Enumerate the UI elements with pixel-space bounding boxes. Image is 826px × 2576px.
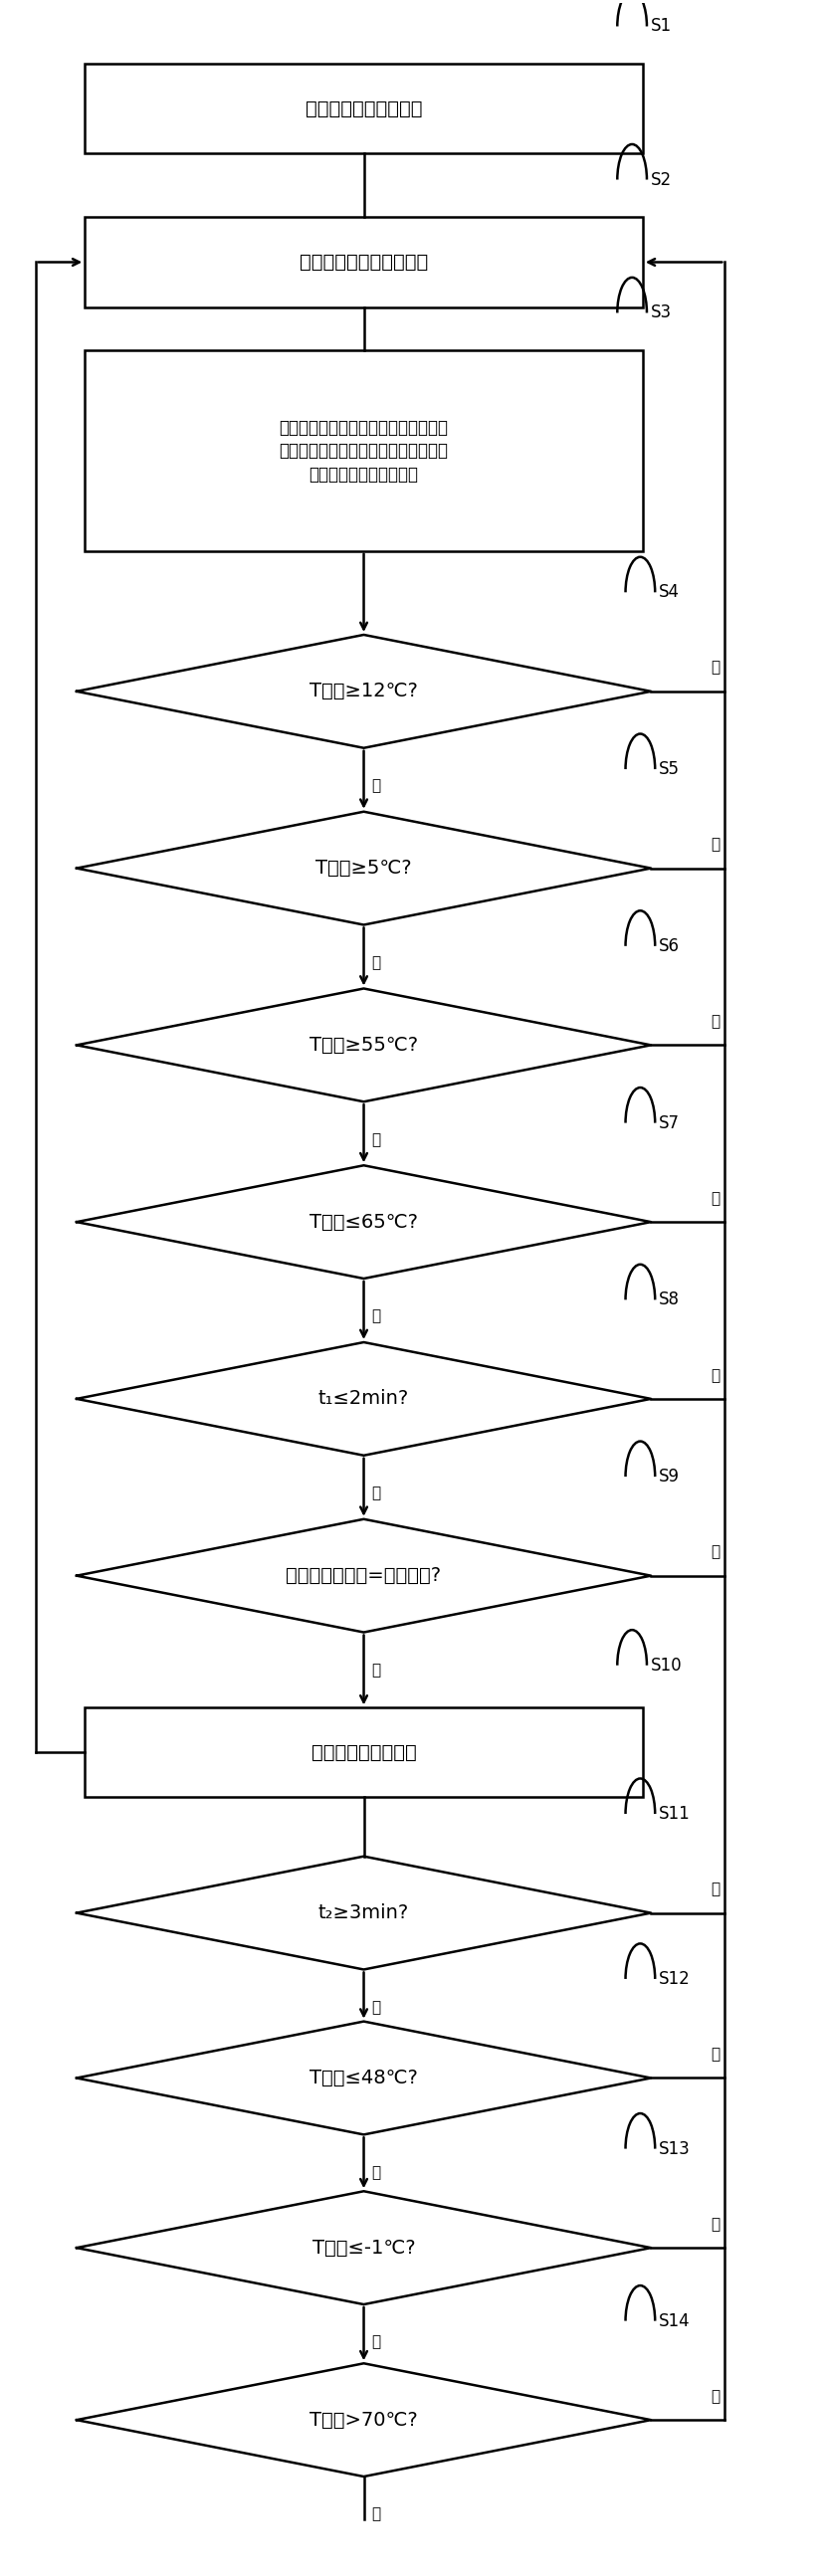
Text: 否: 否 (710, 837, 719, 853)
Text: S3: S3 (651, 304, 672, 322)
Text: 在高温工况下启动制热: 在高温工况下启动制热 (306, 100, 422, 118)
Text: 是: 是 (372, 1486, 381, 1502)
Text: S13: S13 (659, 2141, 691, 2159)
Text: 否: 否 (372, 1999, 381, 2014)
Text: 获取外环温度、外盘温度、内盘温度、
主板模块温度、压缩机运行频率、第一
持续时长及第二持续时长: 获取外环温度、外盘温度、内盘温度、 主板模块温度、压缩机运行频率、第一 持续时长… (279, 417, 449, 484)
Text: 是: 是 (710, 2388, 719, 2403)
Text: T模块>70℃?: T模块>70℃? (310, 2411, 418, 2429)
Text: 否: 否 (710, 659, 719, 675)
Text: T内盘≤48℃?: T内盘≤48℃? (310, 2069, 418, 2087)
Text: 否: 否 (372, 2334, 381, 2349)
Text: 是: 是 (372, 778, 381, 793)
Text: t₂≥3min?: t₂≥3min? (318, 1904, 409, 1922)
Text: 否: 否 (710, 1015, 719, 1028)
Text: S5: S5 (659, 760, 680, 778)
Text: 压缩机运行频率=最低频率?: 压缩机运行频率=最低频率? (286, 1566, 441, 1584)
Text: 外风机保持正常运行状态: 外风机保持正常运行状态 (300, 252, 428, 270)
Text: S10: S10 (651, 1656, 682, 1674)
Text: t₁≤2min?: t₁≤2min? (318, 1388, 409, 1409)
Text: T内盘≥55℃?: T内盘≥55℃? (310, 1036, 418, 1054)
Text: 是: 是 (372, 1662, 381, 1677)
Text: S8: S8 (659, 1291, 680, 1309)
Text: T模块≤65℃?: T模块≤65℃? (310, 1213, 418, 1231)
Text: 是: 是 (710, 2048, 719, 2061)
Text: S4: S4 (659, 582, 680, 600)
Text: T外环≥12℃?: T外环≥12℃? (310, 683, 418, 701)
Text: S12: S12 (659, 1971, 691, 1989)
Text: 否: 否 (372, 2506, 381, 2522)
Bar (85, 64, 643, 155)
Text: 是: 是 (710, 1883, 719, 1896)
Text: 否: 否 (710, 1190, 719, 1206)
Text: 否: 否 (710, 1368, 719, 1383)
Text: S14: S14 (659, 2311, 691, 2329)
Text: 否: 否 (372, 2164, 381, 2179)
Text: S11: S11 (659, 1806, 691, 1824)
Text: 是: 是 (372, 1309, 381, 1324)
Text: 否: 否 (710, 1546, 719, 1558)
Text: 是: 是 (710, 2218, 719, 2231)
Text: S2: S2 (651, 170, 672, 188)
Text: 控制外风机停止运行: 控制外风机停止运行 (311, 1744, 416, 1762)
Text: T外盘≤-1℃?: T外盘≤-1℃? (312, 2239, 415, 2257)
Bar (85, 216, 643, 307)
Text: S1: S1 (651, 18, 672, 36)
Text: S9: S9 (659, 1468, 680, 1486)
Bar (85, 1708, 643, 1798)
Text: S6: S6 (659, 938, 680, 956)
Text: T外盘≥5℃?: T外盘≥5℃? (316, 858, 412, 878)
Text: S7: S7 (659, 1113, 680, 1131)
Text: 是: 是 (372, 956, 381, 971)
Bar (85, 350, 643, 551)
Text: 是: 是 (372, 1131, 381, 1146)
